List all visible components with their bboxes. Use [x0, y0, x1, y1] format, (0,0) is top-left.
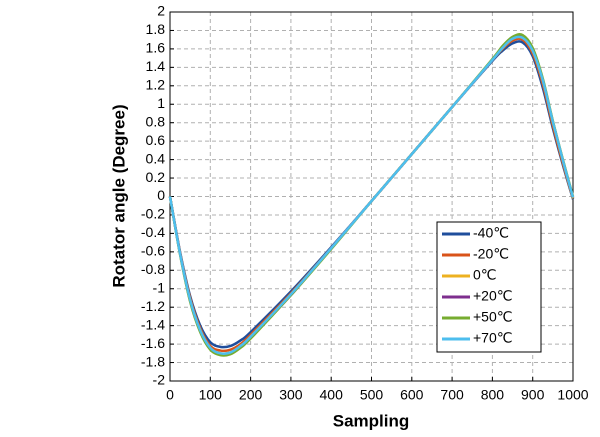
legend-label: +20℃: [473, 288, 512, 304]
y-tick-label: -0.6: [141, 243, 165, 259]
x-tick-label: 600: [400, 387, 424, 403]
y-tick-label: 1.8: [146, 21, 166, 37]
x-tick-label: 200: [239, 387, 263, 403]
y-tick-label: 0.4: [146, 150, 166, 166]
y-tick-label: 0.6: [146, 132, 166, 148]
x-tick-label: 1000: [557, 387, 588, 403]
y-tick-label: -1: [153, 279, 166, 295]
y-tick-label: -1.6: [141, 335, 165, 351]
x-tick-label: 0: [166, 387, 174, 403]
x-tick-label: 300: [279, 387, 303, 403]
y-tick-label: -0.8: [141, 261, 165, 277]
x-tick-label: 400: [320, 387, 344, 403]
y-tick-label: -1.8: [141, 353, 165, 369]
y-tick-label: 0.8: [146, 113, 166, 129]
legend-label: +70℃: [473, 330, 512, 346]
x-tick-label: 700: [440, 387, 464, 403]
y-tick-label: 0: [157, 187, 165, 203]
y-tick-label: -2: [153, 372, 166, 388]
y-tick-label: -1.2: [141, 298, 165, 314]
y-tick-label: 1.2: [146, 77, 166, 93]
x-tick-label: 100: [199, 387, 223, 403]
y-axis-title: Rotator angle (Degree): [109, 104, 128, 287]
line: [168, 35, 575, 355]
x-tick-label: 800: [481, 387, 505, 403]
x-axis-title: Sampling: [333, 411, 410, 430]
legend-label: +50℃: [473, 309, 512, 325]
legend-label: -40℃: [473, 225, 509, 241]
y-tick-label: 2: [157, 3, 165, 19]
y-tick-label: -0.4: [141, 224, 165, 240]
legend-box: [436, 221, 542, 353]
y-tick-label: 1: [157, 95, 165, 111]
y-tick-label: 1.6: [146, 40, 166, 56]
x-tick-label: 900: [521, 387, 545, 403]
y-tick-label: -0.2: [141, 206, 165, 222]
y-tick-label: 0.2: [146, 169, 166, 185]
y-tick-label: 1.4: [146, 58, 166, 74]
legend-label: 0℃: [473, 267, 497, 283]
y-tick-label: -1.4: [141, 316, 165, 332]
x-tick-label: 500: [360, 387, 384, 403]
legend-label: -20℃: [473, 246, 509, 262]
